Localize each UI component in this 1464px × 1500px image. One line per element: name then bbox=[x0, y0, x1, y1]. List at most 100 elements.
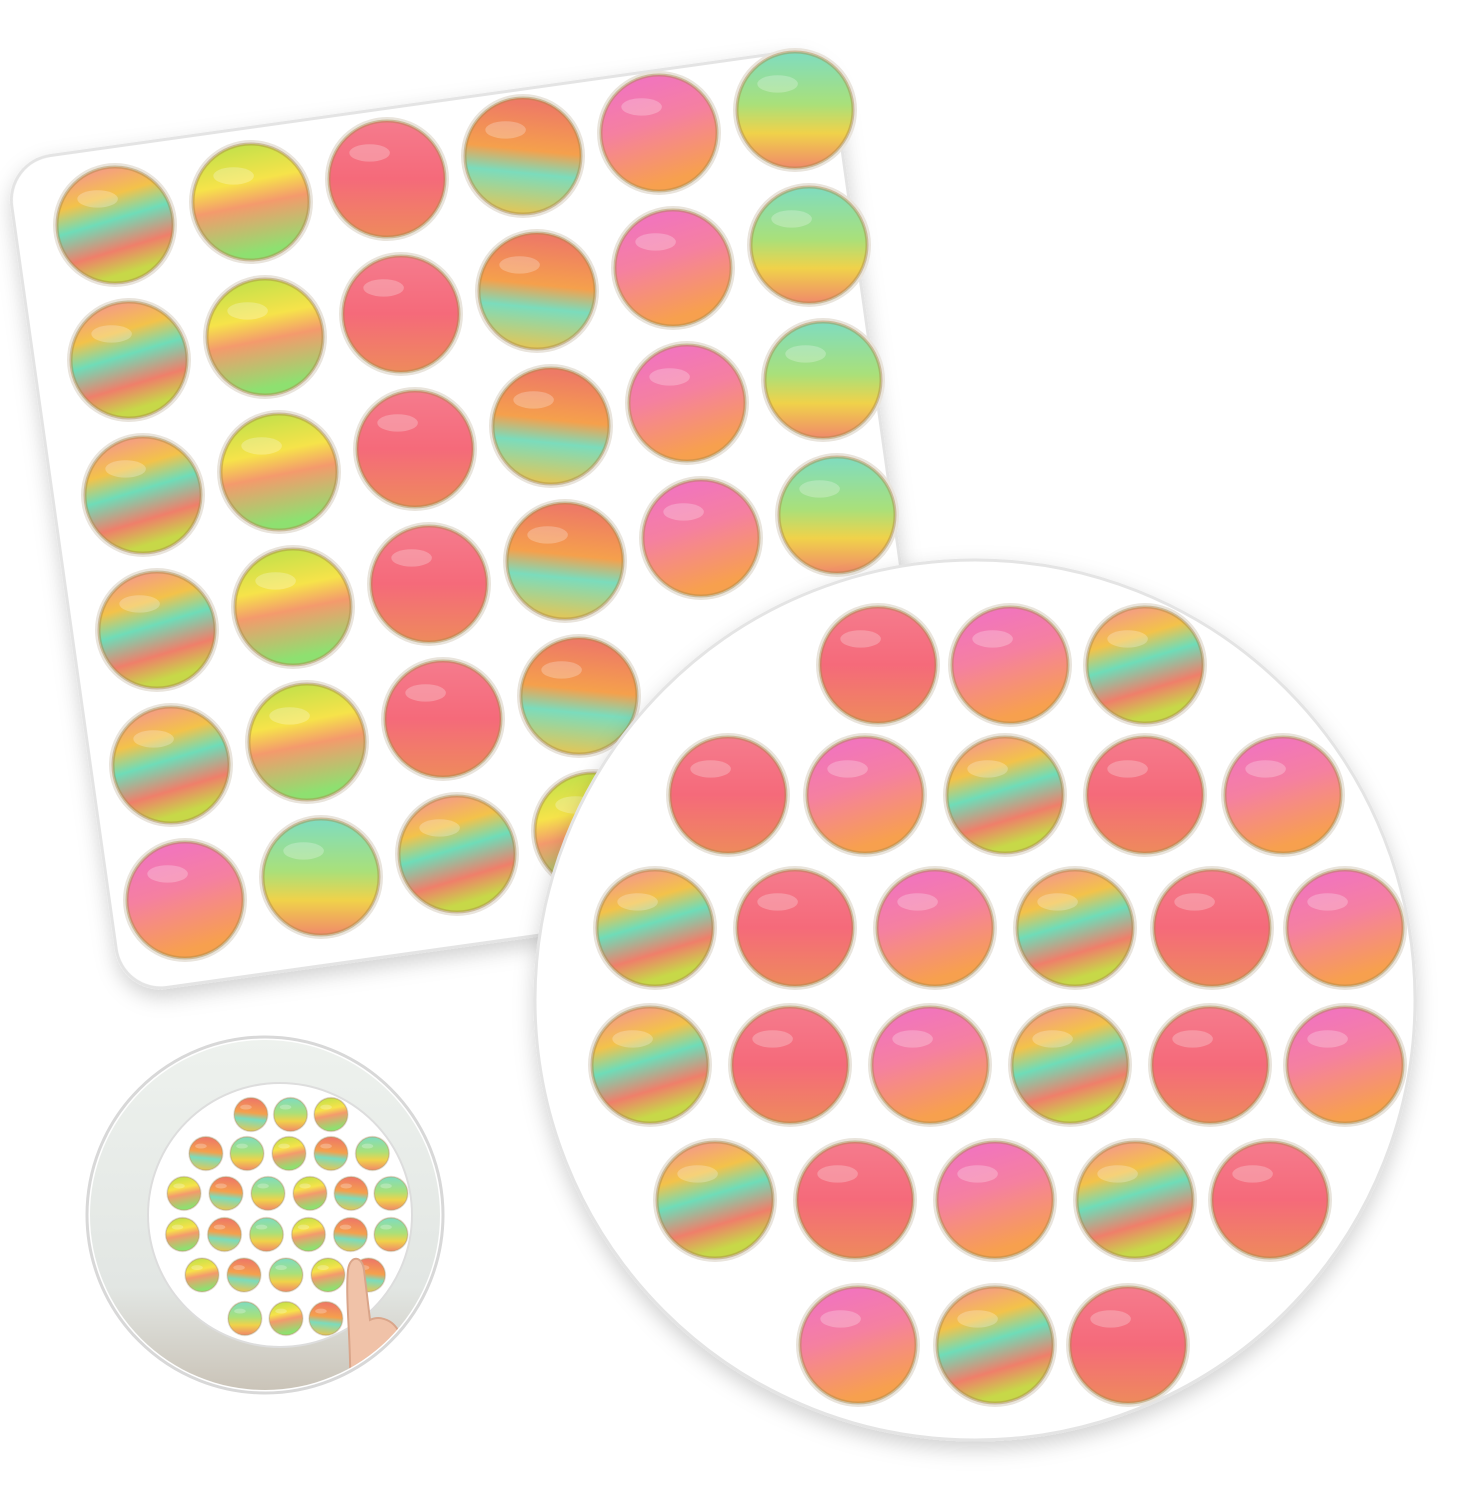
bubble-highlight bbox=[269, 707, 310, 725]
bubble bbox=[251, 1176, 285, 1211]
bubble bbox=[249, 1217, 284, 1252]
bubble-highlight bbox=[279, 1104, 292, 1110]
bubble-highlight bbox=[419, 819, 460, 837]
bubble bbox=[308, 1301, 343, 1336]
bubble bbox=[945, 735, 1065, 855]
bubble bbox=[397, 794, 517, 914]
bubble bbox=[314, 1136, 348, 1171]
bubble-highlight bbox=[513, 391, 554, 409]
bubble bbox=[1085, 605, 1205, 725]
bubble-highlight bbox=[897, 893, 938, 911]
bubble bbox=[205, 277, 325, 397]
bubble bbox=[227, 1258, 261, 1292]
bubble bbox=[233, 1097, 268, 1132]
bubble-highlight bbox=[241, 437, 282, 455]
bubble-highlight bbox=[275, 1265, 287, 1271]
bubble-highlight bbox=[799, 480, 840, 498]
bubble bbox=[763, 320, 883, 440]
bubble-highlight bbox=[827, 760, 868, 778]
bubble bbox=[383, 659, 503, 779]
bubble bbox=[870, 1005, 990, 1125]
bubble bbox=[805, 735, 925, 855]
bubble bbox=[595, 868, 715, 988]
bubble-highlight bbox=[771, 210, 812, 228]
bubble-highlight bbox=[233, 1265, 245, 1271]
bubble bbox=[655, 1140, 775, 1260]
bubble bbox=[818, 605, 938, 725]
bubble-highlight bbox=[240, 1104, 252, 1110]
bubble bbox=[950, 605, 1070, 725]
bubble-highlight bbox=[380, 1183, 392, 1189]
bubble-highlight bbox=[227, 302, 268, 320]
bubble bbox=[293, 1176, 327, 1211]
bubble-highlight bbox=[649, 368, 690, 386]
bubble bbox=[1015, 868, 1135, 988]
bubble-highlight bbox=[147, 865, 188, 883]
bubble-highlight bbox=[840, 630, 881, 648]
bubble-highlight bbox=[213, 167, 254, 185]
bubble bbox=[795, 1140, 915, 1260]
bubble-highlight bbox=[315, 1308, 327, 1314]
bubble-highlight bbox=[892, 1030, 933, 1048]
bubble-highlight bbox=[349, 144, 390, 162]
bubble-highlight bbox=[485, 121, 526, 139]
bubble bbox=[369, 524, 489, 644]
bubble-highlight bbox=[1232, 1165, 1273, 1183]
bubble-highlight bbox=[752, 1030, 793, 1048]
bubble bbox=[735, 50, 855, 170]
bubble bbox=[1285, 1005, 1405, 1125]
bubble-highlight bbox=[257, 1183, 269, 1189]
bubble-highlight bbox=[677, 1165, 718, 1183]
bubble-highlight bbox=[1097, 1165, 1138, 1183]
inset-photo bbox=[85, 1035, 445, 1395]
bubble-highlight bbox=[283, 842, 324, 860]
bubble bbox=[1285, 868, 1405, 988]
bubble bbox=[935, 1285, 1055, 1405]
bubble bbox=[191, 142, 311, 262]
bubble bbox=[668, 735, 788, 855]
bubble bbox=[227, 1301, 262, 1336]
bubble-highlight bbox=[499, 256, 540, 274]
bubble bbox=[341, 254, 461, 374]
bubble bbox=[188, 1136, 223, 1171]
bubble bbox=[374, 1176, 408, 1211]
bubble bbox=[219, 412, 339, 532]
bubble bbox=[1150, 1005, 1270, 1125]
bubble bbox=[935, 1140, 1055, 1260]
bubble bbox=[272, 1136, 306, 1171]
round-tray bbox=[533, 558, 1417, 1442]
bubble bbox=[627, 343, 747, 463]
bubble bbox=[590, 1005, 710, 1125]
bubble bbox=[875, 868, 995, 988]
bubble bbox=[269, 1258, 303, 1292]
bubble bbox=[165, 1217, 200, 1252]
bubble-highlight bbox=[663, 503, 704, 521]
bubble bbox=[491, 366, 611, 486]
bubble bbox=[111, 705, 231, 825]
bubble-highlight bbox=[967, 760, 1008, 778]
bubble bbox=[334, 1176, 369, 1211]
bubble bbox=[1223, 735, 1343, 855]
bubble-highlight bbox=[236, 1143, 248, 1149]
bubble-highlight bbox=[340, 1183, 352, 1189]
bubble-highlight bbox=[1107, 760, 1148, 778]
bubble bbox=[641, 478, 761, 598]
bubble bbox=[261, 817, 381, 937]
bubble bbox=[505, 501, 625, 621]
bubble-highlight bbox=[1172, 1030, 1213, 1048]
bubble-highlight bbox=[299, 1183, 311, 1189]
bubble-highlight bbox=[527, 526, 568, 544]
bubble-highlight bbox=[391, 549, 432, 567]
bubble bbox=[69, 300, 189, 420]
bubble-highlight bbox=[1307, 1030, 1348, 1048]
bubble-highlight bbox=[171, 1224, 184, 1230]
bubble-highlight bbox=[275, 1308, 287, 1314]
bubble-highlight bbox=[377, 414, 418, 432]
bubble-highlight bbox=[1090, 1310, 1131, 1328]
bubble-highlight bbox=[1174, 893, 1215, 911]
bubble bbox=[233, 547, 353, 667]
bubble bbox=[207, 1217, 242, 1252]
bubble-highlight bbox=[119, 595, 160, 613]
